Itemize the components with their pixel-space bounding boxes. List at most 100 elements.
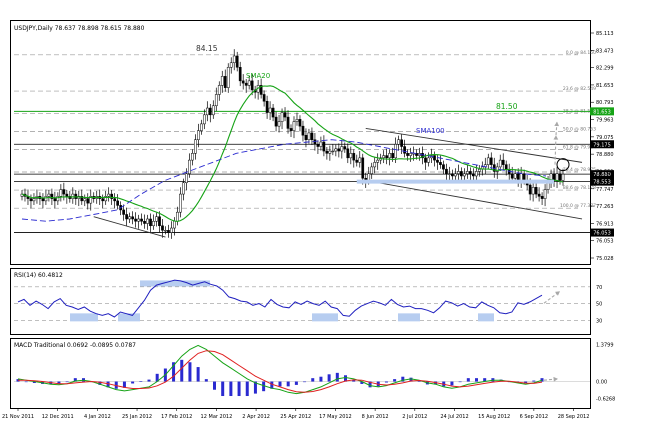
macd-tick-label: 0.00 bbox=[596, 380, 607, 386]
candle-body bbox=[340, 146, 344, 152]
macd-histogram-bar bbox=[122, 381, 126, 388]
level-badge bbox=[590, 177, 614, 186]
candle-body bbox=[540, 196, 544, 199]
candle-body bbox=[358, 157, 362, 163]
candle-body bbox=[316, 144, 320, 147]
macd-histogram-bar bbox=[303, 381, 307, 383]
axis-layer: 85.113 83.473 82.299 81.653 80.793 79.963 79.0… bbox=[2, 31, 614, 420]
candle-body bbox=[277, 121, 281, 127]
macd-histogram-bar bbox=[401, 376, 405, 382]
candle-body bbox=[555, 173, 559, 181]
macd-histogram-bar bbox=[368, 381, 372, 388]
candle-body bbox=[238, 67, 242, 82]
channel-lower-line bbox=[365, 180, 583, 220]
candle-body bbox=[355, 159, 359, 163]
candle-body bbox=[424, 157, 427, 163]
rsi-layer: 70 50 30 bbox=[14, 279, 602, 324]
candle-body bbox=[495, 166, 499, 172]
candle-body bbox=[185, 173, 188, 184]
candle-body bbox=[259, 85, 263, 95]
x-tick-label: 8 Jun 2012 bbox=[362, 414, 389, 420]
candle-body bbox=[451, 173, 454, 177]
breakout-circle bbox=[556, 158, 570, 172]
x-tick-label: 21 Nov 2011 bbox=[2, 414, 34, 420]
macd-histogram-bar bbox=[360, 381, 364, 384]
candle-body bbox=[262, 94, 266, 102]
candle-body bbox=[65, 193, 69, 197]
candle-body bbox=[83, 198, 87, 202]
rsi-oversold-zone bbox=[70, 313, 98, 322]
price-tick-label: 79.075 bbox=[596, 135, 614, 141]
candle-body bbox=[280, 112, 284, 122]
price-tick-label: 83.473 bbox=[596, 48, 614, 54]
macd-histogram-bar bbox=[384, 381, 388, 383]
candle-body bbox=[471, 173, 475, 177]
macd-histogram-bar bbox=[131, 381, 135, 384]
candle-body bbox=[457, 171, 460, 174]
candle-body bbox=[477, 168, 481, 172]
candle-body bbox=[501, 159, 505, 165]
candle-body bbox=[176, 211, 179, 222]
macd-histogram-bar bbox=[344, 375, 347, 382]
candle-body bbox=[436, 159, 439, 163]
price-tick-label: 77.263 bbox=[596, 204, 614, 210]
candle-body bbox=[561, 173, 565, 181]
candle-body bbox=[235, 55, 239, 68]
candle-body bbox=[244, 82, 248, 86]
candle-body bbox=[537, 193, 541, 197]
candle-body bbox=[56, 196, 60, 202]
x-tick-label: 28 Sep 2012 bbox=[558, 414, 590, 420]
candle-body bbox=[214, 94, 218, 107]
candle-body bbox=[460, 171, 463, 177]
candle-body bbox=[161, 225, 164, 231]
candle-body bbox=[143, 220, 146, 224]
candle-body bbox=[385, 155, 389, 159]
candle-body bbox=[301, 125, 305, 136]
macd-histogram-bar bbox=[73, 378, 77, 382]
candle-body bbox=[152, 220, 155, 227]
rsi-oversold-zone bbox=[398, 313, 420, 322]
candle-body bbox=[295, 119, 299, 122]
macd-histogram-bar bbox=[245, 381, 249, 397]
rsi-tick-label: 30 bbox=[596, 318, 602, 324]
candle-body bbox=[498, 159, 502, 168]
candle-body bbox=[346, 148, 350, 159]
macd-histogram-bar bbox=[319, 376, 323, 382]
macd-histogram-bar bbox=[237, 381, 241, 397]
candle-body bbox=[421, 153, 424, 159]
rsi-tick-label: 50 bbox=[596, 302, 602, 308]
macd-histogram-bar bbox=[483, 378, 487, 382]
candle-body bbox=[146, 218, 149, 224]
candle-body bbox=[137, 218, 140, 222]
x-tick-label: 6 Sep 2012 bbox=[520, 414, 549, 420]
macd-panel bbox=[10, 338, 591, 409]
level-badge-text: 78.880 bbox=[593, 172, 611, 178]
candle-body bbox=[388, 153, 391, 159]
candle-body bbox=[552, 173, 556, 181]
level-badge-text: 79.175 bbox=[593, 142, 611, 148]
candle-body bbox=[167, 230, 170, 233]
macd-histogram-bar bbox=[253, 381, 257, 394]
candle-body bbox=[448, 173, 451, 175]
candle-body bbox=[427, 157, 430, 163]
candle-body bbox=[367, 173, 371, 181]
candle-body bbox=[170, 227, 173, 233]
candle-body bbox=[442, 164, 445, 170]
candle-body bbox=[247, 80, 251, 86]
macd-line bbox=[17, 344, 543, 395]
macd-histogram-bar bbox=[311, 378, 315, 382]
candle-body bbox=[268, 107, 272, 113]
rsi-oversold-zone bbox=[118, 313, 140, 322]
annotation-sma100: SMA100 bbox=[416, 127, 445, 135]
candle-body bbox=[32, 198, 36, 202]
candle-body bbox=[304, 134, 308, 140]
price-tick-label: 78.553 bbox=[596, 169, 614, 175]
macd-histogram-bar bbox=[466, 378, 470, 382]
candle-body bbox=[445, 168, 448, 174]
candle-body bbox=[62, 189, 66, 195]
candle-body bbox=[546, 182, 550, 190]
macd-histogram-bar bbox=[524, 381, 528, 384]
price-tick-label: 80.793 bbox=[596, 100, 614, 106]
x-tick-label: 17 Feb 2012 bbox=[161, 414, 192, 420]
